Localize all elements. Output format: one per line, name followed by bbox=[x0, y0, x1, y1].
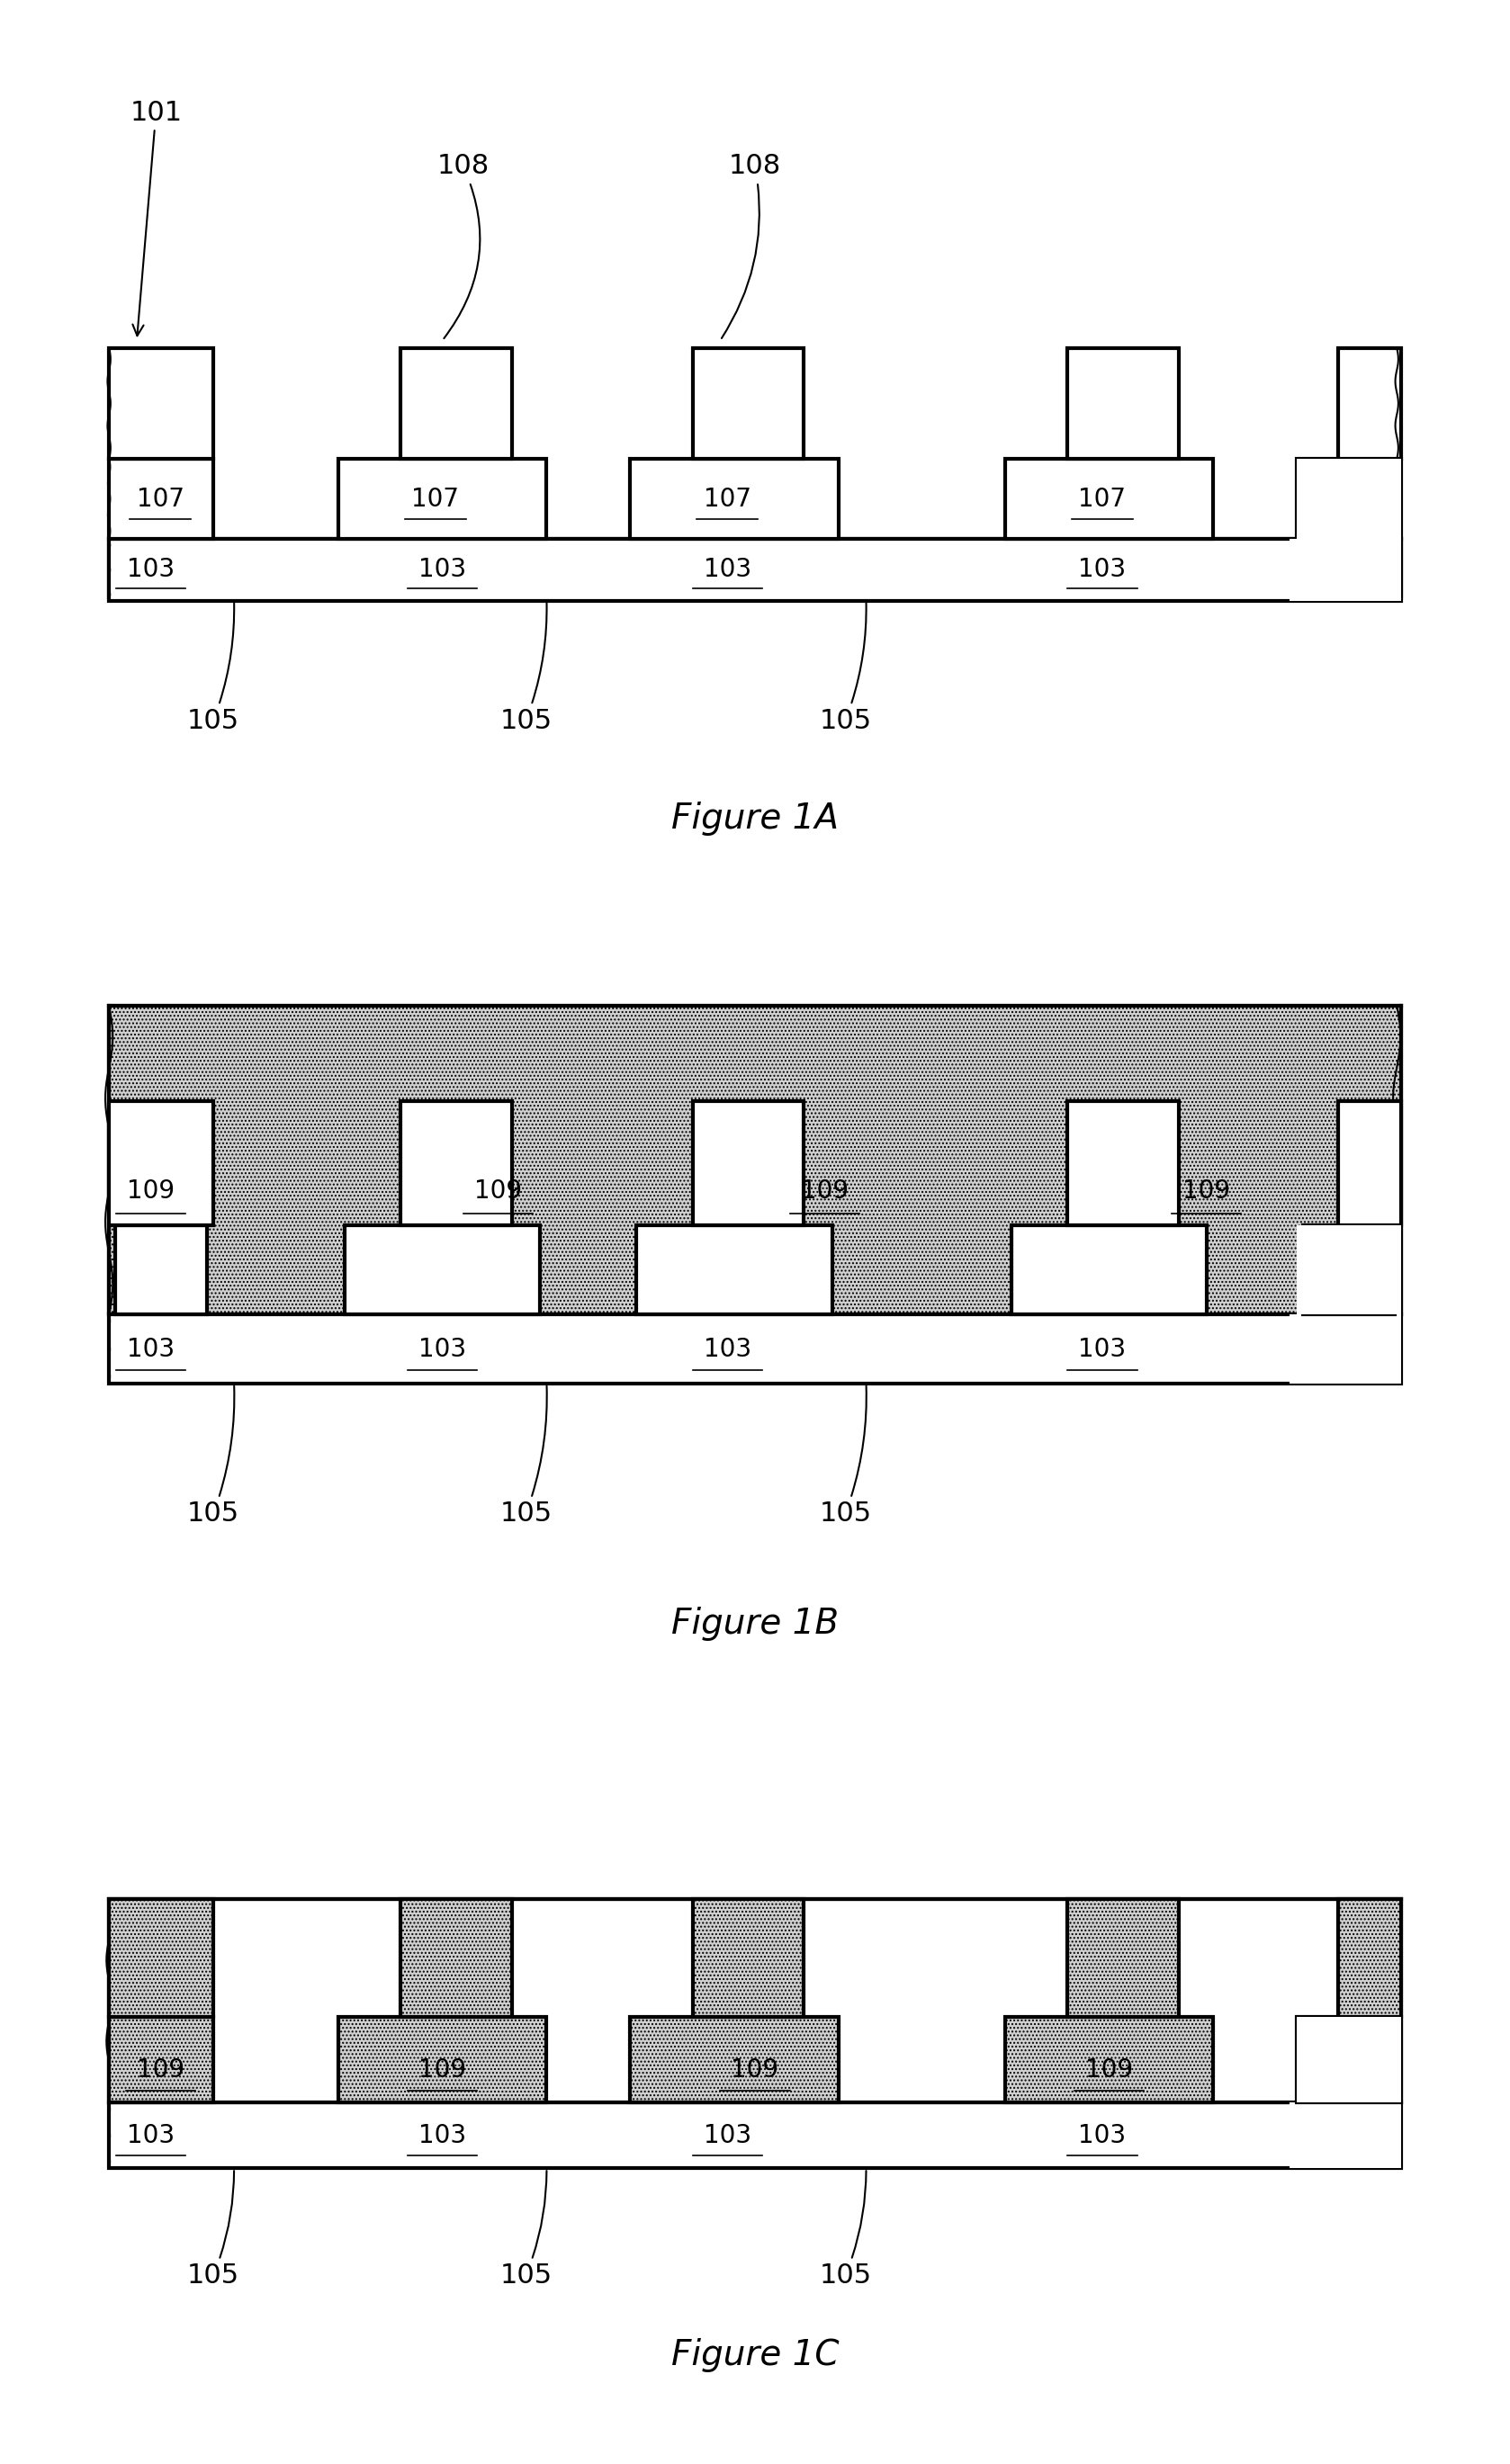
Text: 103: 103 bbox=[1078, 2124, 1126, 2149]
Bar bbox=[636, 1225, 832, 1316]
Text: 109: 109 bbox=[127, 1178, 175, 1202]
Bar bbox=[109, 1900, 1401, 2102]
Bar bbox=[109, 1313, 1401, 1382]
Text: 109: 109 bbox=[418, 2057, 467, 2082]
Text: 109: 109 bbox=[1182, 1178, 1231, 1202]
Text: 105: 105 bbox=[818, 1387, 871, 1528]
Text: 103: 103 bbox=[1078, 1335, 1126, 1363]
Bar bbox=[109, 2102, 1401, 2168]
Bar bbox=[115, 1225, 207, 1316]
Text: 105: 105 bbox=[500, 2171, 553, 2289]
Text: 109: 109 bbox=[136, 2057, 184, 2082]
Bar bbox=[1297, 458, 1401, 540]
Text: 107: 107 bbox=[704, 485, 750, 513]
Text: 105: 105 bbox=[500, 1387, 553, 1528]
Text: Figure 1B: Figure 1B bbox=[672, 1607, 838, 1641]
Bar bbox=[1338, 1900, 1401, 2018]
Text: 105: 105 bbox=[187, 2171, 240, 2289]
Bar bbox=[1006, 458, 1214, 540]
Bar bbox=[693, 347, 803, 458]
Text: 103: 103 bbox=[127, 557, 175, 582]
Bar bbox=[344, 1225, 541, 1316]
Text: 105: 105 bbox=[500, 604, 553, 734]
Bar bbox=[400, 1900, 512, 2018]
Bar bbox=[109, 1900, 213, 2018]
Text: 103: 103 bbox=[1078, 557, 1126, 582]
Bar bbox=[1012, 1225, 1206, 1316]
Bar bbox=[693, 1101, 803, 1225]
Text: 103: 103 bbox=[127, 2124, 175, 2149]
Bar bbox=[630, 458, 838, 540]
Bar bbox=[338, 458, 547, 540]
Bar bbox=[400, 347, 512, 458]
Text: 107: 107 bbox=[1078, 485, 1126, 513]
Bar bbox=[400, 1101, 512, 1225]
Bar bbox=[1297, 458, 1401, 540]
Bar bbox=[1338, 347, 1401, 458]
Bar bbox=[1297, 2018, 1401, 2102]
Bar bbox=[109, 1005, 1401, 1316]
Text: 109: 109 bbox=[474, 1178, 522, 1202]
Bar bbox=[338, 2018, 547, 2102]
Text: 103: 103 bbox=[418, 2124, 467, 2149]
Text: Figure 1A: Figure 1A bbox=[672, 801, 838, 835]
Text: 109: 109 bbox=[1086, 2057, 1132, 2082]
Bar bbox=[1290, 540, 1401, 601]
Text: 103: 103 bbox=[418, 1335, 467, 1363]
Bar bbox=[630, 2018, 838, 2102]
Bar bbox=[1068, 1101, 1179, 1225]
Text: 103: 103 bbox=[127, 1335, 175, 1363]
Text: 103: 103 bbox=[704, 557, 750, 582]
Text: 103: 103 bbox=[704, 2124, 750, 2149]
Bar bbox=[1290, 2102, 1401, 2168]
Bar bbox=[1303, 1225, 1395, 1316]
Text: Figure 1C: Figure 1C bbox=[670, 2338, 840, 2373]
Bar bbox=[1290, 1313, 1401, 1382]
Bar bbox=[109, 540, 1401, 601]
Bar bbox=[109, 1101, 213, 1225]
Text: 107: 107 bbox=[412, 485, 459, 513]
Bar bbox=[1338, 1101, 1401, 1225]
Text: 101: 101 bbox=[130, 99, 183, 335]
Bar bbox=[109, 458, 213, 540]
Text: 108: 108 bbox=[436, 153, 489, 338]
Bar bbox=[1068, 347, 1179, 458]
Bar bbox=[693, 1900, 803, 2018]
Bar bbox=[1006, 2018, 1214, 2102]
Text: 108: 108 bbox=[722, 153, 781, 338]
Bar bbox=[109, 540, 1401, 596]
Bar bbox=[109, 2018, 213, 2102]
Text: 105: 105 bbox=[187, 1387, 240, 1528]
Text: 105: 105 bbox=[818, 604, 871, 734]
Text: 109: 109 bbox=[800, 1178, 849, 1202]
Text: 107: 107 bbox=[136, 485, 184, 513]
Text: 109: 109 bbox=[731, 2057, 779, 2082]
Bar bbox=[1297, 2018, 1401, 2102]
Bar bbox=[109, 347, 213, 458]
Text: 103: 103 bbox=[704, 1335, 750, 1363]
Text: 103: 103 bbox=[418, 557, 467, 582]
Text: 105: 105 bbox=[818, 2171, 871, 2289]
Bar bbox=[1068, 1900, 1179, 2018]
Text: 105: 105 bbox=[187, 604, 240, 734]
Bar bbox=[1297, 1225, 1401, 1316]
